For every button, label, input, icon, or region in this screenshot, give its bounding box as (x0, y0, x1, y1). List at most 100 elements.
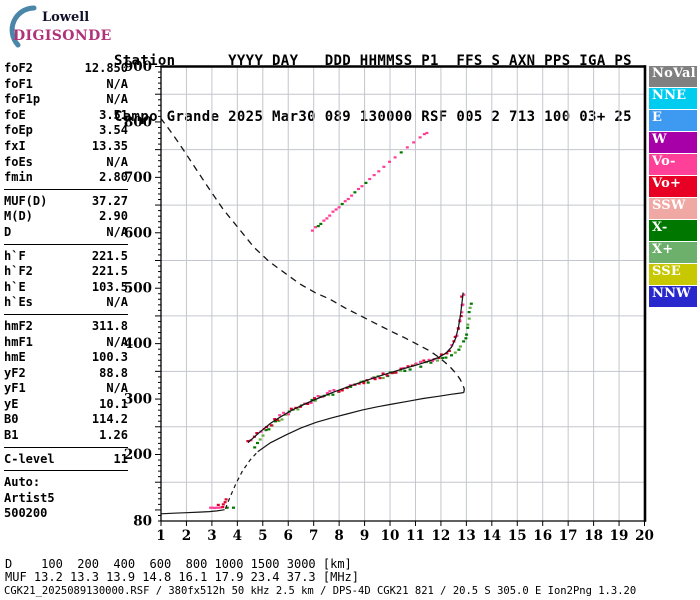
x-trace-echo-dot (441, 356, 445, 360)
param-value: 2.80 (99, 170, 128, 185)
param-row-c-level: C-level 11 (4, 452, 128, 468)
second-order-echo-dot (314, 226, 317, 229)
o-trace-echo-dot (390, 372, 394, 375)
legend-item-ssw: SSW (649, 198, 697, 219)
param-row-fof1: foF1 N/A (4, 77, 128, 93)
x-trace-echo-dot (253, 446, 257, 449)
param-label: foEs (4, 154, 33, 169)
o-trace-echo-dot (427, 358, 431, 361)
param-value: 100.3 (91, 350, 128, 365)
legend-item-x: X+ (649, 242, 697, 263)
param-label: hmF2 (4, 318, 33, 333)
legend-item-nnw: NNW (649, 286, 697, 307)
param-label: Auto: (4, 475, 41, 490)
second-order-echo-dot (343, 200, 347, 203)
param-row-d: D N/A (4, 225, 128, 241)
param-row-artist5: Artist5 (4, 491, 128, 507)
param-row-foe: foE 3.51 (4, 108, 128, 124)
param-value: 3.51 (99, 107, 128, 122)
y-tick-label: 300 (124, 392, 152, 408)
param-label: yF2 (4, 365, 26, 380)
o-trace-echo-dot (309, 401, 313, 404)
second-order-echo-dot (346, 197, 350, 201)
legend-item-x: X- (649, 220, 697, 241)
x-trace-echo-dot (399, 369, 403, 372)
param-label: 500200 (4, 506, 48, 521)
param-value: 13.35 (91, 138, 128, 153)
second-order-echo-dot (322, 219, 326, 222)
param-label: yF1 (4, 381, 26, 396)
y-tick-label: 700 (124, 170, 152, 186)
profile-valley-dashed-line (224, 451, 259, 510)
x-trace-echo-dot (403, 369, 407, 372)
o-trace-echo-dot (340, 389, 344, 392)
param-label: hmF1 (4, 334, 33, 349)
x-trace-echo-dot (468, 306, 472, 309)
second-order-echo-dot (360, 185, 364, 188)
param-row-yf2: yF2 88.8 (4, 366, 128, 382)
x-trace-echo-dot (462, 340, 466, 343)
x-tick-label: 3 (207, 528, 216, 544)
o-trace-echo-dot (462, 293, 466, 296)
param-row-h-es: h`Es N/A (4, 295, 128, 311)
x-trace-echo-dot (450, 354, 453, 357)
param-row-500200: 500200 (4, 506, 128, 522)
o-trace-echo-dot (385, 374, 389, 377)
param-label: fxI (4, 138, 26, 153)
panel-separator (4, 188, 128, 190)
o-trace-echo-dot (445, 352, 449, 355)
param-label: foF1 (4, 76, 33, 91)
x-trace-echo-dot (469, 302, 473, 305)
second-order-echo-dot (357, 187, 360, 191)
o-trace-echo-dot (362, 382, 366, 385)
o-trace-echo-dot (447, 349, 451, 352)
param-label: fmin (4, 170, 33, 185)
x-tick-label: 6 (284, 528, 293, 544)
param-value: N/A (106, 92, 128, 107)
x-trace-echo-dot (458, 345, 462, 348)
x-trace-echo-dot (264, 429, 268, 432)
station-header: Station YYYY DAY DDD HHMMSS P1 FFS S AXN… (114, 15, 632, 163)
e-trace-echo-dot (224, 498, 228, 501)
o-trace-echo-dot (439, 353, 443, 356)
param-row-ye: yE 10.1 (4, 397, 128, 413)
file-info-line: CGK21_2025089130000.RSF / 380fx512h 50 k… (4, 585, 637, 597)
param-row-fof2: foF2 12.850 (4, 61, 128, 77)
profile-topside-dashed-line (160, 118, 465, 393)
o-trace-echo-dot (246, 440, 250, 443)
param-value: 221.5 (91, 264, 128, 279)
x-tick-label: 9 (360, 528, 369, 544)
x-trace-echo-dot (267, 428, 271, 431)
second-order-echo-dot (310, 229, 314, 232)
o-trace-echo-dot (414, 362, 418, 365)
param-row-muf-d: MUF(D) 37.27 (4, 194, 128, 210)
legend-item-w: W (649, 132, 697, 153)
x-trace-echo-dot (261, 434, 265, 437)
legend-item-noval: NoVal (649, 66, 697, 87)
x-tick-label: 10 (381, 528, 400, 544)
param-label: B0 (4, 412, 19, 427)
e-trace-echo-dot (225, 506, 229, 509)
o-trace-echo-dot (337, 390, 341, 393)
x-trace-echo-dot (349, 385, 353, 388)
param-value: 10.1 (99, 396, 128, 411)
e-trace-echo-dot (209, 506, 213, 509)
param-value: N/A (106, 154, 128, 169)
param-label: h`Es (4, 295, 33, 310)
param-label: foF1p (4, 92, 41, 107)
o-trace-echo-dot (431, 359, 434, 363)
x-tick-label: 18 (584, 528, 603, 544)
e-trace-echo-dot (232, 506, 235, 509)
param-row-h-e: h`E 103.5 (4, 280, 128, 296)
x-trace-echo-dot (296, 408, 300, 411)
x-trace-echo-dot (310, 398, 314, 402)
param-label: B1 (4, 428, 19, 443)
param-row-fxi: fxI 13.35 (4, 139, 128, 155)
param-label: D (4, 224, 12, 239)
o-trace-echo-dot (313, 397, 316, 400)
param-value: N/A (106, 381, 128, 396)
y-tick-label: 500 (124, 281, 152, 297)
logo-crescent-icon (9, 5, 37, 48)
x-trace-echo-dot (453, 351, 457, 354)
param-value: 88.8 (99, 365, 128, 380)
